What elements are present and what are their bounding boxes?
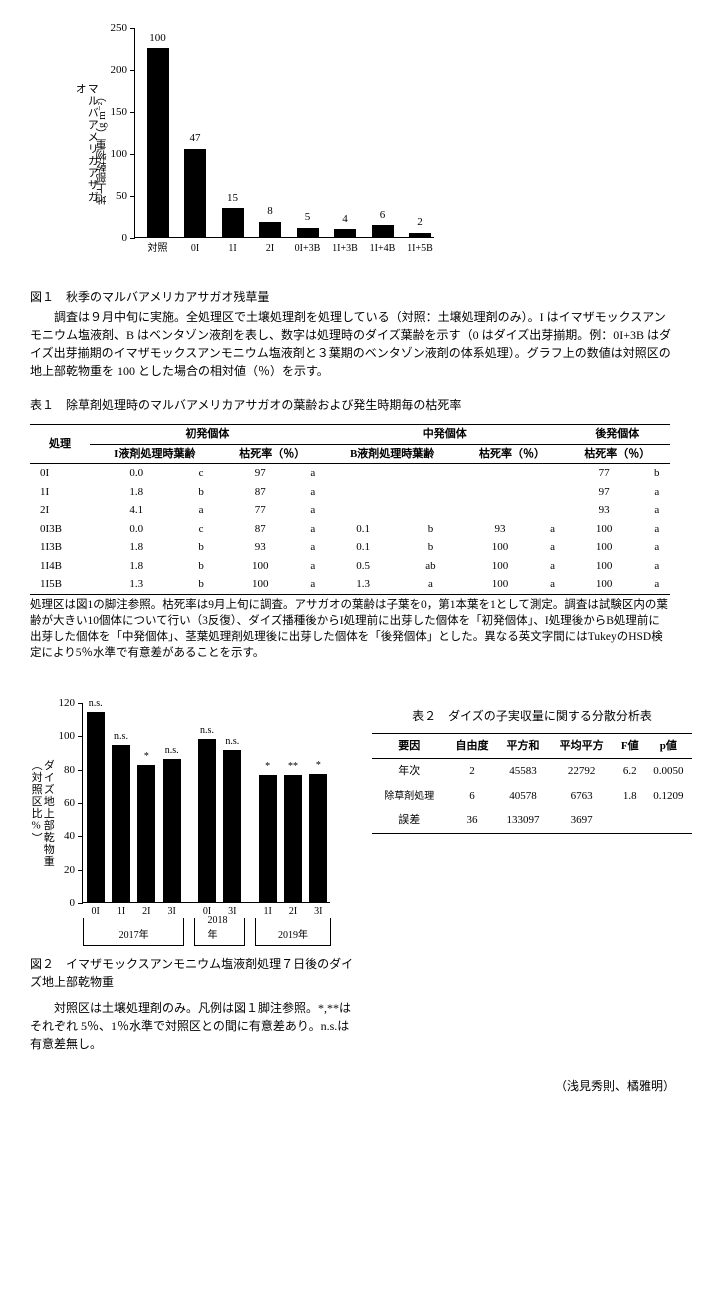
t1-h-late: 後発個体 bbox=[565, 425, 670, 445]
chart2-bar: * bbox=[137, 765, 155, 902]
t1-h-first: 初発個体 bbox=[90, 425, 325, 445]
figure-1-caption: 図１ 秋季のマルバアメリカアサガオ残草量 bbox=[30, 288, 675, 306]
chart2-bar: * bbox=[309, 774, 327, 902]
table-1: 処理 初発個体 中発個体 後発個体 I液剤処理時葉齢 枯死率（％） B液剤処理時… bbox=[30, 424, 670, 595]
chart2-bar: n.s. bbox=[112, 745, 130, 902]
chart2-bar: * bbox=[259, 775, 277, 902]
chart1-ytitle2: 地上部乾物重（g m⁻²） bbox=[94, 91, 111, 205]
table-2: 要因自由度平方和平均平方F値p値 年次245583227926.20.0050除… bbox=[372, 733, 692, 834]
chart2-bar: n.s. bbox=[163, 759, 181, 902]
figure-1-body: 調査は９月中旬に実施。全処理区で土壌処理剤を処理している（対照：土壌処理剤のみ）… bbox=[30, 308, 675, 380]
t1-h2-1: 枯死率（％） bbox=[220, 444, 325, 464]
t1-h2-0: I液剤処理時葉齢 bbox=[90, 444, 220, 464]
table-row: 1I5B1.3b100a1.3a100a100a bbox=[30, 575, 670, 594]
chart1-bar: 100 bbox=[147, 48, 169, 237]
table-row: 1I1.8b87a97a bbox=[30, 483, 670, 502]
chart1-bar: 2 bbox=[409, 233, 431, 237]
table-row: 0I3B0.0c87a0.1b93a100a bbox=[30, 520, 670, 539]
chart1-bar: 4 bbox=[334, 229, 356, 237]
table-1-note: 処理区は図1の脚注参照。枯死率は9月上旬に調査。アサガオの葉齢は子葉を0，第1本… bbox=[30, 597, 670, 661]
table-row: 除草剤処理64057867631.80.1209 bbox=[372, 784, 692, 809]
table-row: 1I3B1.8b93a0.1b100a100a bbox=[30, 538, 670, 557]
t1-h-treatment: 処理 bbox=[30, 425, 90, 464]
table-row: 誤差361330973697 bbox=[372, 808, 692, 833]
chart1-bar: 6 bbox=[372, 225, 394, 237]
chart2-bar: n.s. bbox=[87, 712, 105, 902]
figure-2-caption: 図２ イマザモックスアンモニウム塩液剤処理７日後のダイズ地上部乾物重 bbox=[30, 955, 360, 991]
chart1-bar: 15 bbox=[222, 208, 244, 237]
chart2-plot: 020406080100120n.s.0In.s.1I*2In.s.3I2017… bbox=[82, 703, 330, 903]
table-row: 1I4B1.8b100a0.5ab100a100a bbox=[30, 557, 670, 576]
chart1-bar: 8 bbox=[259, 222, 281, 237]
table-2-title: 表２ ダイズの子実収量に関する分散分析表 bbox=[372, 707, 692, 725]
table-row: 2I4.1a77a93a bbox=[30, 501, 670, 520]
authors: （浅見秀則、橘雅明） bbox=[30, 1077, 675, 1095]
table-1-caption: 表１ 除草剤処理時のマルバアメリカアサガオの葉齢および発生時期毎の枯死率 bbox=[30, 396, 675, 414]
chart2-bar: n.s. bbox=[223, 750, 241, 902]
t1-h2-3: 枯死率（％） bbox=[459, 444, 564, 464]
chart2-bar: ** bbox=[284, 775, 302, 902]
chart1-bar: 5 bbox=[297, 228, 319, 237]
t1-h2-2: B液剤処理時葉齢 bbox=[325, 444, 460, 464]
figure-2-chart: ダイズ地上部乾物重（対照区比%） 020406080100120n.s.0In.… bbox=[30, 697, 340, 947]
figure-2-body: 対照区は土壌処理剤のみ。凡例は図１脚注参照。*,**はそれぞれ 5％、1％水準で… bbox=[30, 999, 360, 1053]
chart1-plot: 050100150200250100対照470I151I82I50I+3B41I… bbox=[134, 28, 434, 238]
table-row: 年次245583227926.20.0050 bbox=[372, 759, 692, 784]
chart2-ytitle: ダイズ地上部乾物重（対照区比%） bbox=[30, 759, 54, 884]
figure-1-chart: マルバアメリカアサガオ 地上部乾物重（g m⁻²） 05010015020025… bbox=[70, 18, 450, 278]
chart1-bar: 47 bbox=[184, 149, 206, 237]
t1-h-mid: 中発個体 bbox=[325, 425, 565, 445]
t1-h2-4: 枯死率（％） bbox=[565, 444, 670, 464]
chart2-bar: n.s. bbox=[198, 739, 216, 902]
table-row: 0I0.0c97a77b bbox=[30, 464, 670, 483]
